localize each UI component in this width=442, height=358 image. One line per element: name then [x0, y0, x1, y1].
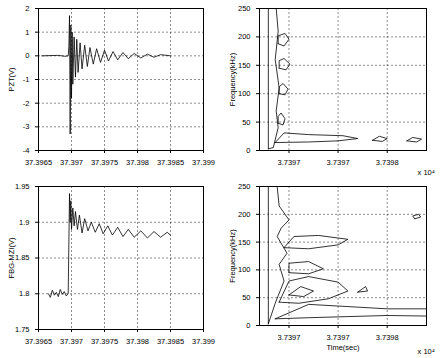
svg-text:37.397: 37.397: [60, 158, 83, 167]
svg-text:100: 100: [238, 89, 251, 98]
svg-text:Frequency(kHz): Frequency(kHz): [228, 229, 237, 283]
svg-text:37.398: 37.398: [126, 158, 149, 167]
svg-text:Frequency(kHz): Frequency(kHz): [228, 52, 237, 106]
svg-text:3.7398: 3.7398: [376, 333, 399, 342]
html-text:x 10⁴: x 10⁴: [417, 347, 435, 356]
html-text:x 10⁴: x 10⁴: [417, 168, 435, 177]
svg-text:2: 2: [25, 4, 29, 13]
svg-text:37.3975: 37.3975: [91, 158, 118, 167]
svg-text:0: 0: [246, 146, 250, 155]
svg-text:0: 0: [25, 51, 29, 60]
svg-text:FBG-MZI(V): FBG-MZI(V): [7, 237, 16, 278]
svg-text:250: 250: [238, 4, 251, 13]
svg-text:37.398: 37.398: [126, 337, 149, 346]
svg-text:50: 50: [242, 118, 250, 127]
svg-text:-3: -3: [23, 122, 30, 131]
svg-text:37.3965: 37.3965: [25, 158, 52, 167]
svg-text:3.7397: 3.7397: [277, 333, 300, 342]
svg-text:3.7397: 3.7397: [327, 158, 350, 167]
svg-text:1: 1: [25, 28, 29, 37]
svg-text:37.3975: 37.3975: [91, 337, 118, 346]
svg-text:1.75: 1.75: [15, 325, 30, 334]
svg-text:37.399: 37.399: [192, 158, 215, 167]
svg-text:-2: -2: [23, 99, 30, 108]
svg-text:37.399: 37.399: [192, 337, 215, 346]
svg-text:250: 250: [238, 182, 251, 191]
svg-text:200: 200: [238, 32, 251, 41]
svg-text:150: 150: [238, 238, 251, 247]
svg-text:100: 100: [238, 265, 251, 274]
svg-text:-4: -4: [23, 146, 30, 155]
svg-text:37.3985: 37.3985: [157, 158, 184, 167]
svg-text:37.3985: 37.3985: [157, 337, 184, 346]
svg-text:1.95: 1.95: [15, 182, 30, 191]
svg-text:PZT(V): PZT(V): [7, 67, 16, 92]
svg-text:3.7397: 3.7397: [327, 333, 350, 342]
svg-text:37.397: 37.397: [60, 337, 83, 346]
svg-text:1.85: 1.85: [15, 253, 30, 262]
svg-text:0: 0: [246, 321, 250, 330]
svg-text:150: 150: [238, 61, 251, 70]
svg-text:200: 200: [238, 210, 251, 219]
svg-text:3.7397: 3.7397: [277, 158, 300, 167]
svg-text:50: 50: [242, 293, 250, 302]
svg-text:1.8: 1.8: [19, 289, 29, 298]
svg-text:1.9: 1.9: [19, 218, 29, 227]
svg-text:Time(sec): Time(sec): [326, 343, 360, 352]
svg-text:37.3965: 37.3965: [25, 337, 52, 346]
svg-text:-1: -1: [23, 75, 30, 84]
svg-text:3.7398: 3.7398: [376, 158, 399, 167]
